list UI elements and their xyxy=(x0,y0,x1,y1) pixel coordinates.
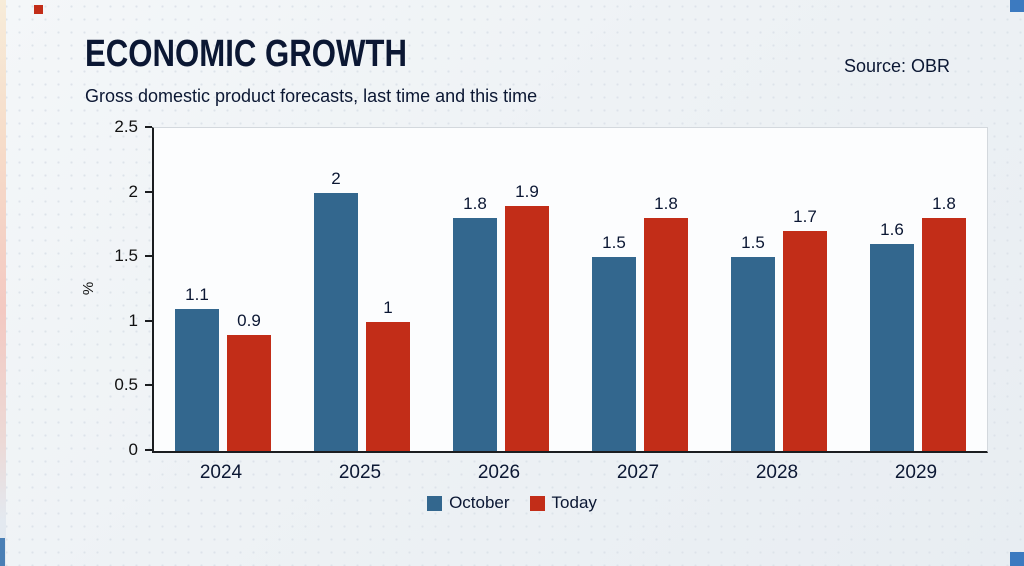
y-tick-mark xyxy=(145,190,152,193)
bar-today-2026 xyxy=(505,206,549,451)
x-tick-label: 2027 xyxy=(616,462,660,483)
bar-value-label: 2 xyxy=(331,169,341,188)
y-tick-label: 2.5 xyxy=(114,117,138,136)
y-tick-label: 0.5 xyxy=(114,375,138,395)
x-tick-label: 2025 xyxy=(338,462,382,483)
legend-label: Today xyxy=(551,493,597,512)
bar-october-2024 xyxy=(175,309,219,451)
bar-value-label: 0.9 xyxy=(237,311,261,330)
y-tick-mark xyxy=(145,255,152,258)
bar-october-2029 xyxy=(870,244,914,451)
bar-value-label: 1.6 xyxy=(880,220,904,239)
red-square-accent xyxy=(34,5,43,14)
y-tick-label: 0 xyxy=(128,440,138,459)
bar-october-2028 xyxy=(731,257,775,451)
y-axis: 0 0.5 1 1.5 2 2.5 xyxy=(0,117,152,459)
legend-label: October xyxy=(449,493,510,512)
y-tick-mark xyxy=(145,126,152,128)
y-tick-label: 1 xyxy=(128,310,138,330)
plot-area: 1.1 0.9 2 1 1.8 1.9 1.5 1.8 1.5 1.7 1.6 1.8 xyxy=(152,127,988,453)
legend-swatch-october xyxy=(427,495,443,511)
bar-today-2028 xyxy=(783,231,827,451)
corner-accent-top-right xyxy=(1010,0,1024,12)
corner-accent-bottom-right xyxy=(1010,552,1024,566)
y-tick-label: 2 xyxy=(128,181,138,201)
bar-october-2026 xyxy=(453,218,497,451)
bar-value-label: 1.5 xyxy=(602,233,626,252)
bar-value-label: 1.1 xyxy=(185,285,209,304)
bar-value-label: 1.9 xyxy=(515,182,539,201)
bar-value-label: 1.5 xyxy=(741,233,765,252)
page-title: ECONOMIC GROWTH xyxy=(85,33,407,75)
bar-value-label: 1 xyxy=(383,298,393,317)
left-edge-gradient-accent xyxy=(0,0,6,566)
legend-item-october: October xyxy=(427,493,510,513)
legend-item-today: Today xyxy=(529,493,597,513)
bar-today-2025 xyxy=(366,322,410,451)
x-tick-label: 2029 xyxy=(894,462,938,483)
bar-value-label: 1.8 xyxy=(654,194,678,213)
legend-swatch-today xyxy=(529,495,545,511)
y-tick-mark xyxy=(145,319,152,322)
y-tick-label: 1.5 xyxy=(114,246,138,266)
bar-value-label: 1.7 xyxy=(793,207,817,226)
y-tick-mark xyxy=(145,449,152,451)
bar-today-2027 xyxy=(644,218,688,451)
bar-value-label: 1.8 xyxy=(463,194,487,213)
y-tick-mark xyxy=(145,384,152,387)
source-label: Source: OBR xyxy=(843,56,950,76)
bar-october-2027 xyxy=(592,257,636,451)
x-tick-label: 2028 xyxy=(755,462,799,483)
legend: October Today xyxy=(0,493,1024,513)
x-tick-label: 2024 xyxy=(199,462,243,483)
corner-accent-bottom-left xyxy=(0,538,5,566)
bar-october-2025 xyxy=(314,193,358,451)
x-axis: 2024 2025 2026 2027 2028 2029 xyxy=(152,462,985,488)
bar-value-label: 1.8 xyxy=(932,194,956,213)
bar-today-2029 xyxy=(922,218,966,451)
chart-subtitle: Gross domestic product forecasts, last t… xyxy=(85,86,538,106)
x-tick-label: 2026 xyxy=(477,462,521,483)
bar-today-2024 xyxy=(227,335,271,451)
